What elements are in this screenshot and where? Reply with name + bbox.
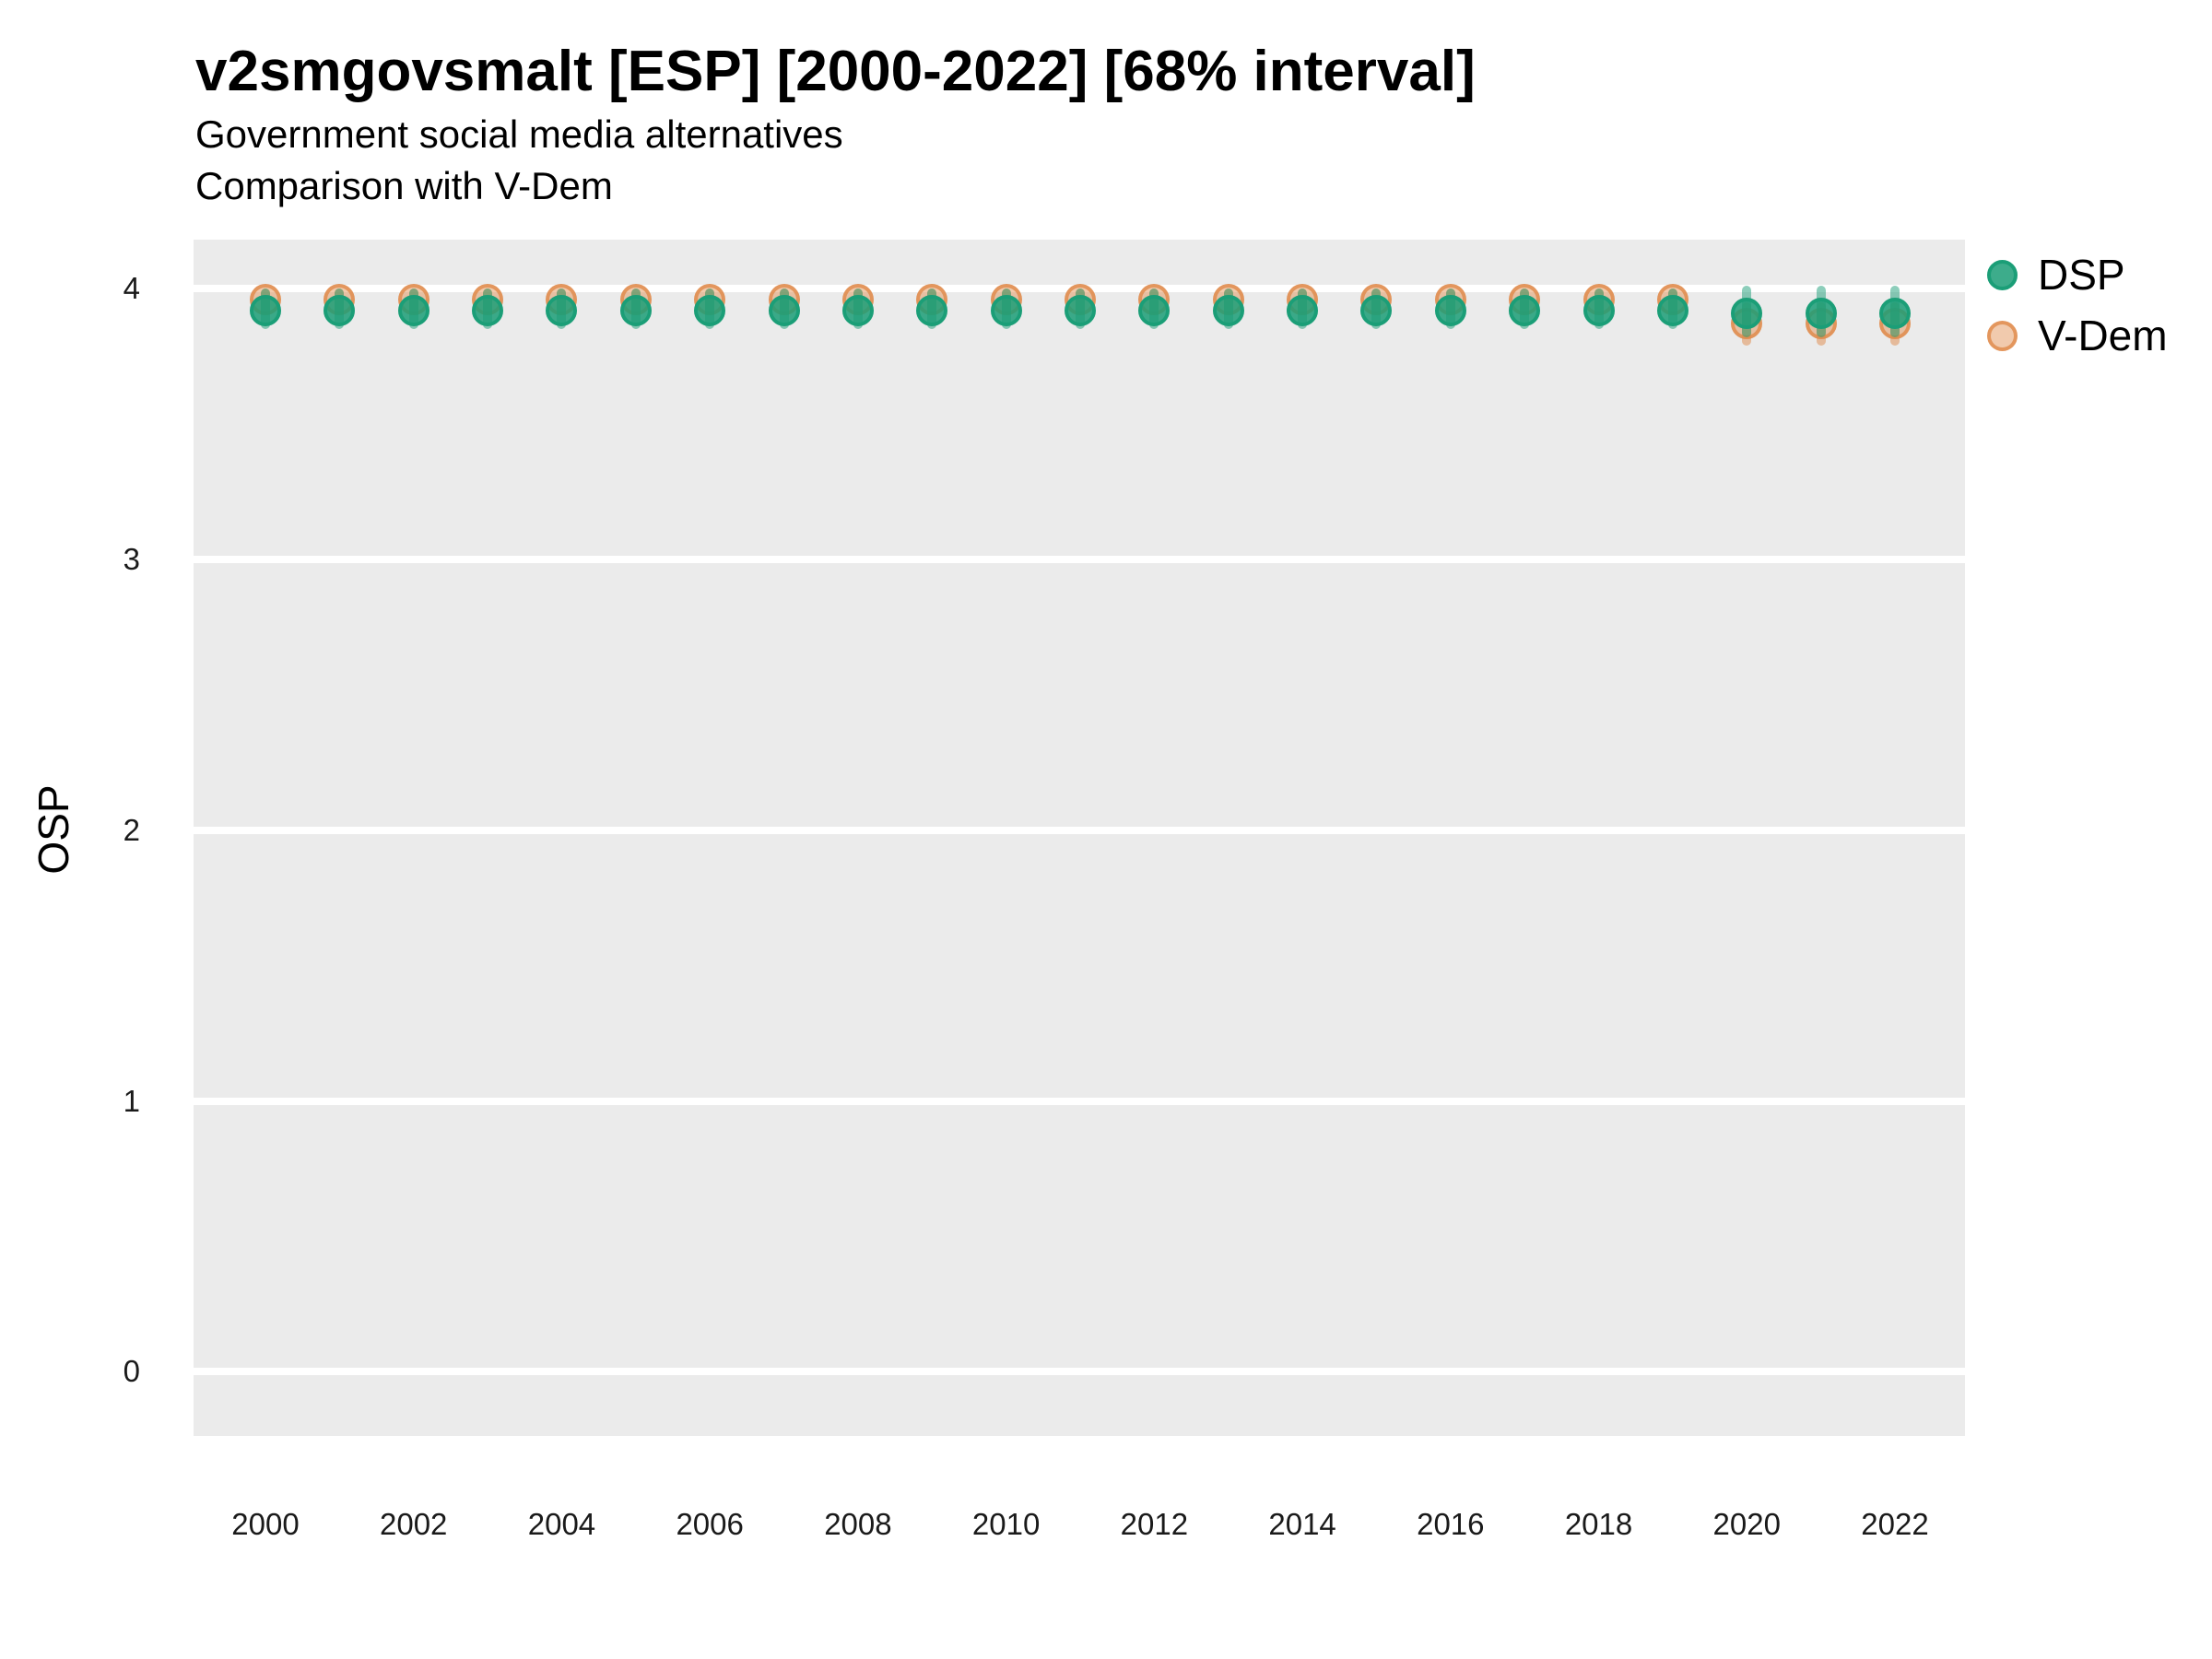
y-tick-label-3: 3 xyxy=(123,542,140,576)
dsp-point xyxy=(1805,297,1837,329)
chart-subtitle: Government social media alternatives xyxy=(195,112,843,156)
legend-label: DSP xyxy=(2038,251,2125,299)
dsp-point xyxy=(1878,297,1911,329)
x-tick-label-2000: 2000 xyxy=(231,1507,300,1541)
dsp-point xyxy=(324,294,356,326)
y-tick-label-2: 2 xyxy=(123,812,140,847)
dsp-point xyxy=(619,294,652,326)
dsp-point xyxy=(1509,294,1541,326)
x-tick-label-2018: 2018 xyxy=(1564,1507,1633,1541)
legend-swatch-icon xyxy=(1987,320,2018,351)
major-gridline-y-2 xyxy=(194,826,1965,834)
x-tick-label-2008: 2008 xyxy=(824,1507,892,1541)
dsp-point xyxy=(250,294,281,326)
dsp-point xyxy=(546,294,578,326)
dsp-point xyxy=(397,294,429,326)
dsp-point xyxy=(990,294,1022,326)
legend-label: V-Dem xyxy=(2038,312,2168,359)
dsp-point xyxy=(768,294,800,326)
legend-item-dsp: DSP xyxy=(1987,251,2168,299)
dsp-point xyxy=(1212,294,1244,326)
chart-title: v2smgovsmalt [ESP] [2000-2022] [68% inte… xyxy=(195,40,1476,103)
chart-comparison-note: Comparison with V-Dem xyxy=(195,164,613,207)
legend-swatch-icon xyxy=(1987,259,2018,290)
dsp-point xyxy=(1360,294,1393,326)
plot-panel xyxy=(194,240,1965,1436)
dsp-point xyxy=(1064,294,1096,326)
x-tick-label-2022: 2022 xyxy=(1861,1507,1929,1541)
dsp-point xyxy=(1583,294,1615,326)
dsp-point xyxy=(1731,297,1763,329)
dsp-point xyxy=(1138,294,1171,326)
dsp-point xyxy=(841,294,874,326)
dsp-point xyxy=(1287,294,1319,326)
y-tick-label-0: 0 xyxy=(123,1354,140,1389)
x-tick-label-2006: 2006 xyxy=(676,1507,744,1541)
x-tick-label-2004: 2004 xyxy=(527,1507,596,1541)
x-tick-label-2020: 2020 xyxy=(1712,1507,1781,1541)
major-gridline-y-3 xyxy=(194,556,1965,563)
dsp-point xyxy=(472,294,504,326)
major-gridline-y-1 xyxy=(194,1097,1965,1105)
x-tick-label-2012: 2012 xyxy=(1120,1507,1189,1541)
y-tick-label-4: 4 xyxy=(123,271,140,306)
x-tick-label-2016: 2016 xyxy=(1417,1507,1485,1541)
dsp-point xyxy=(694,294,726,326)
x-tick-label-2010: 2010 xyxy=(971,1507,1041,1541)
y-tick-label-1: 1 xyxy=(123,1083,140,1118)
legend-item-v-dem: V-Dem xyxy=(1987,312,2168,359)
x-tick-label-2014: 2014 xyxy=(1268,1507,1336,1541)
x-tick-label-2002: 2002 xyxy=(380,1507,448,1541)
dsp-point xyxy=(1656,294,1688,326)
dsp-point xyxy=(1434,294,1466,326)
dsp-point xyxy=(916,294,948,326)
legend: DSP V-Dem xyxy=(1987,251,2168,359)
major-gridline-y-0 xyxy=(194,1368,1965,1376)
